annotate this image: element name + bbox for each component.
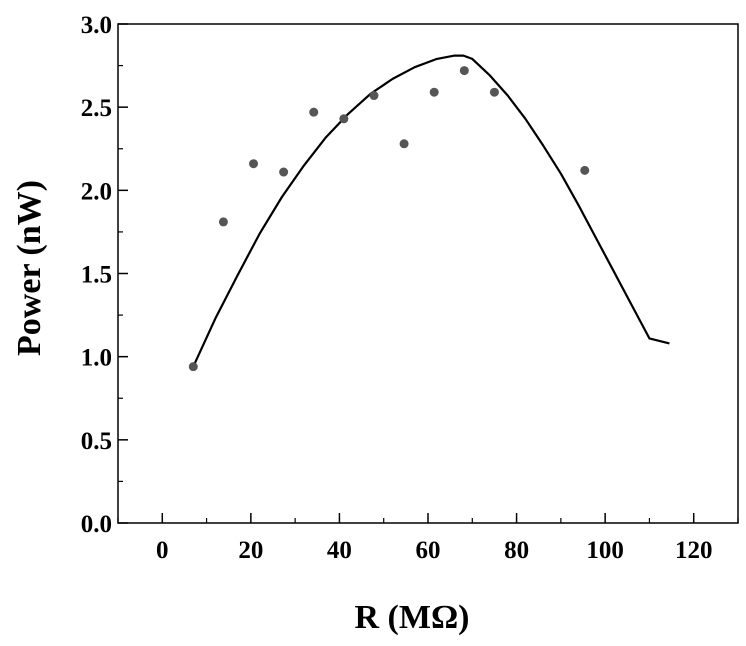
y-axis-title: Power (nW) [11,180,48,356]
y-tick-label: 0.5 [81,428,112,455]
data-point [489,87,499,97]
data-point [580,165,590,175]
data-point [218,217,228,227]
y-tick-label: 1.5 [81,262,112,289]
x-tick-label: 40 [327,537,352,564]
data-point [249,159,259,169]
data-point [429,87,439,97]
chart-marks [188,54,670,372]
y-tick-label: 1.0 [81,345,112,372]
y-axis-ticks: 0.0 0.5 1.0 1.5 2.0 2.5 3.0 [81,12,128,538]
data-point [188,362,198,372]
y-tick-label: 2.0 [81,178,112,205]
plot-frame [117,23,739,524]
x-tick-label: 120 [675,537,713,564]
data-point [459,66,469,76]
x-tick-label: 100 [586,537,624,564]
x-tick-label: 80 [504,537,529,564]
x-tick-label: 20 [238,537,263,564]
data-point [369,91,379,101]
x-tick-label: 0 [156,537,169,564]
x-axis-title: R (MΩ) [354,599,469,636]
x-tick-label: 60 [416,537,441,564]
y-tick-label: 2.5 [81,95,112,122]
data-point [279,167,289,177]
x-axis-ticks: 0 20 40 60 80 100 120 [117,513,739,564]
data-point [339,114,349,124]
fit-curve [192,54,670,368]
y-tick-label: 3.0 [81,12,112,39]
data-point [399,139,409,149]
data-point [309,107,319,117]
y-tick-label: 0.0 [81,511,112,538]
